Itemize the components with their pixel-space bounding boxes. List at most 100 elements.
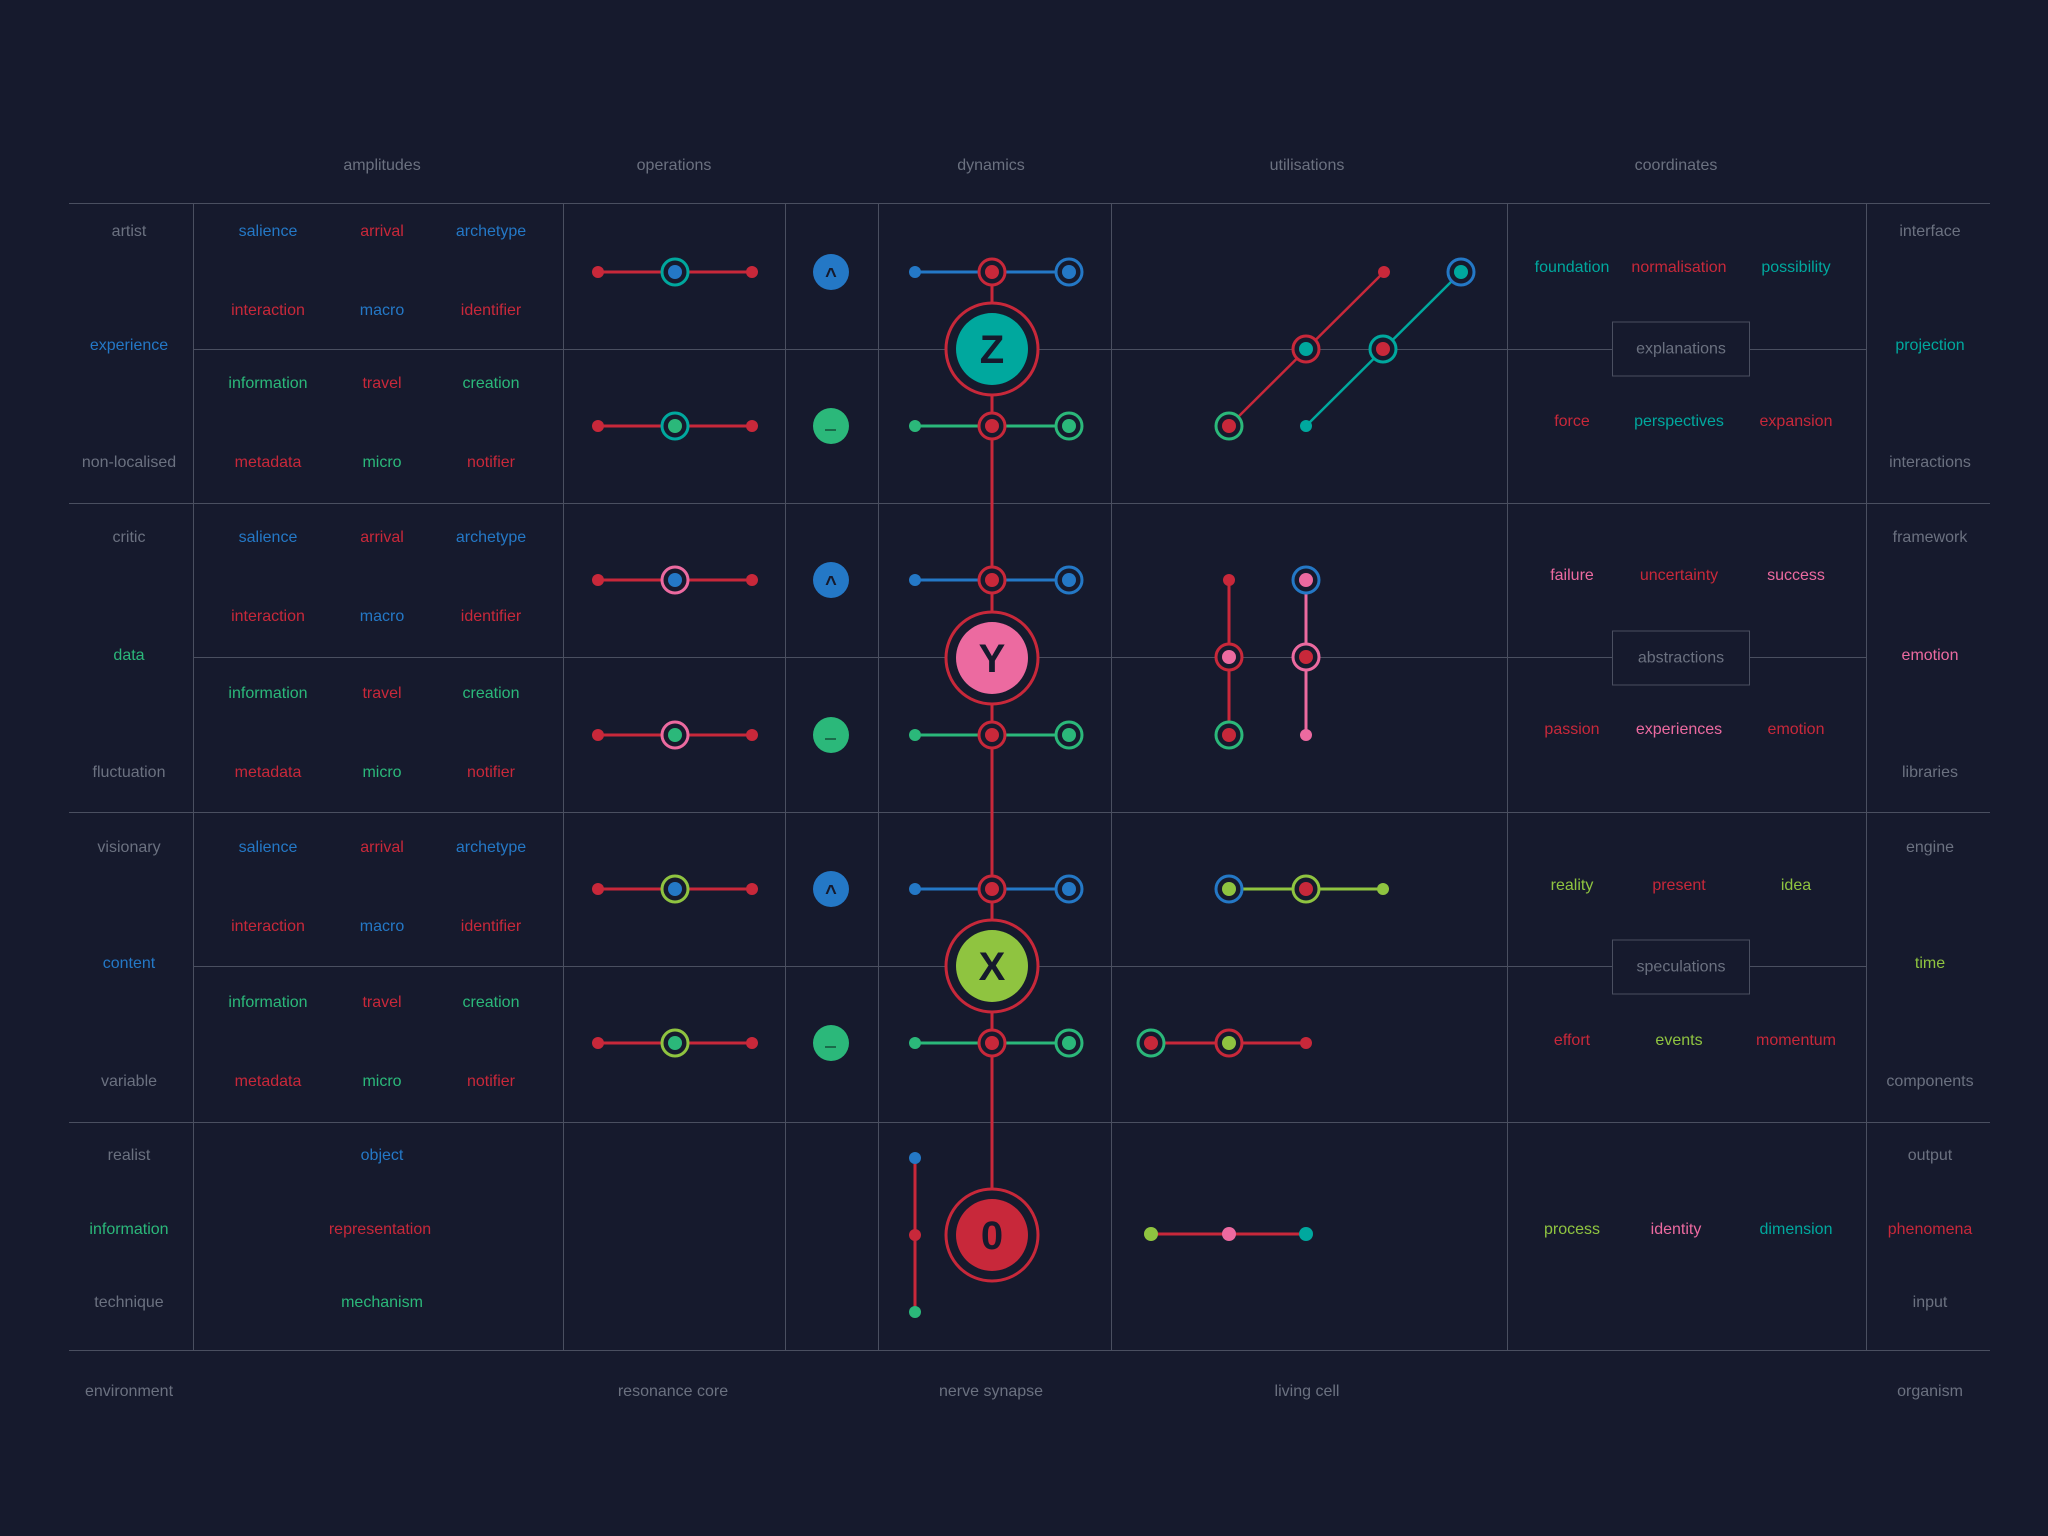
svg-text:^: ^ xyxy=(825,573,837,595)
amplitude-term: metadata xyxy=(234,454,302,471)
coordinate-term: normalisation xyxy=(1631,259,1727,276)
amplitude-term: representation xyxy=(328,1221,432,1238)
amplitude-term: notifier xyxy=(466,764,516,781)
amplitude-term: micro xyxy=(362,1073,402,1090)
amplitude-term: creation xyxy=(462,685,520,702)
amplitude-term: arrival xyxy=(360,529,404,546)
left-label-bottom: non-localised xyxy=(81,454,177,471)
amplitude-term: information xyxy=(228,685,308,702)
amplitude-term: micro xyxy=(362,454,402,471)
right-label-bottom: interactions xyxy=(1889,454,1971,471)
grid-col-line-6 xyxy=(1507,203,1508,1350)
coordinate-term: possibility xyxy=(1761,259,1831,276)
amplitude-term: salience xyxy=(238,839,298,856)
coordinate-term: identity xyxy=(1650,1221,1702,1238)
right-label-bottom: input xyxy=(1912,1294,1948,1311)
amplitude-term: travel xyxy=(362,685,402,702)
grid-line-row1 xyxy=(69,503,1990,504)
left-label-bottom: technique xyxy=(94,1294,164,1311)
grid-col-line-4 xyxy=(878,203,879,1350)
amplitude-term: archetype xyxy=(455,223,527,240)
grid-line-row2 xyxy=(69,812,1990,813)
coordinate-term: experiences xyxy=(1635,721,1723,738)
coordinate-term: emotion xyxy=(1767,721,1825,738)
amplitude-term: macro xyxy=(359,918,405,935)
grid-col-line-1 xyxy=(193,203,194,1350)
box-label: explanations xyxy=(1636,340,1726,357)
coordinate-term: force xyxy=(1554,413,1590,430)
footer-nerve-synapse: nerve synapse xyxy=(938,1383,1044,1400)
left-label-mid: content xyxy=(102,955,156,972)
header-operations: operations xyxy=(636,157,712,174)
right-label-bottom: components xyxy=(1886,1073,1974,1090)
coordinate-term: success xyxy=(1767,567,1825,584)
right-label-top: interface xyxy=(1899,223,1961,240)
node-0-label: 0 xyxy=(981,1214,1003,1258)
amplitude-term: object xyxy=(360,1147,404,1164)
left-label-top: critic xyxy=(112,529,146,546)
amplitude-term: macro xyxy=(359,608,405,625)
coordinate-term: foundation xyxy=(1534,259,1610,276)
left-label-top: visionary xyxy=(97,839,161,856)
header-coordinates: coordinates xyxy=(1634,157,1718,174)
amplitude-term: notifier xyxy=(466,1073,516,1090)
left-label-mid: data xyxy=(113,647,145,664)
left-label-mid: information xyxy=(89,1221,169,1238)
right-label-mid: time xyxy=(1914,955,1946,972)
coordinate-term: reality xyxy=(1550,877,1594,894)
amplitude-term: salience xyxy=(238,223,298,240)
coordinate-term: dimension xyxy=(1759,1221,1833,1238)
left-label-bottom: variable xyxy=(100,1073,158,1090)
amplitude-term: metadata xyxy=(234,764,302,781)
amplitude-term: arrival xyxy=(360,839,404,856)
amplitude-term: interaction xyxy=(231,918,305,935)
amplitude-term: creation xyxy=(462,375,520,392)
amplitude-term: information xyxy=(228,375,308,392)
left-label-bottom: fluctuation xyxy=(92,764,166,781)
amplitude-term: travel xyxy=(362,994,402,1011)
node-z-label: Z xyxy=(980,328,1004,372)
amplitude-term: information xyxy=(228,994,308,1011)
right-label-mid: phenomena xyxy=(1887,1221,1973,1238)
right-label-top: engine xyxy=(1905,839,1955,856)
footer-environment: environment xyxy=(84,1383,174,1400)
coordinate-term: uncertainty xyxy=(1639,567,1719,584)
coordinate-term: passion xyxy=(1544,721,1600,738)
footer-organism: organism xyxy=(1897,1383,1963,1400)
node-x-label: X xyxy=(979,945,1006,989)
amplitude-term: notifier xyxy=(466,454,516,471)
coordinate-term: events xyxy=(1655,1032,1703,1049)
header-amplitudes: amplitudes xyxy=(343,157,421,174)
footer-resonance-core: resonance core xyxy=(617,1383,729,1400)
amplitude-term: mechanism xyxy=(341,1294,423,1311)
dynamics-branches xyxy=(909,257,1084,1318)
header-dynamics: dynamics xyxy=(957,157,1025,174)
box-label: abstractions xyxy=(1637,649,1725,666)
amplitude-term: interaction xyxy=(231,608,305,625)
grid-col-line-2 xyxy=(563,203,564,1350)
amplitude-term: macro xyxy=(359,302,405,319)
amplitude-term: creation xyxy=(462,994,520,1011)
amplitude-term: salience xyxy=(238,529,298,546)
coordinate-term: idea xyxy=(1780,877,1812,894)
left-label-top: realist xyxy=(107,1147,151,1164)
coordinate-term: momentum xyxy=(1755,1032,1837,1049)
amplitude-term: micro xyxy=(362,764,402,781)
grid-line-bottom xyxy=(69,1350,1990,1351)
grid-col-line-3 xyxy=(785,203,786,1350)
amplitude-term: metadata xyxy=(234,1073,302,1090)
amplitude-term: interaction xyxy=(231,302,305,319)
right-label-mid: emotion xyxy=(1901,647,1959,664)
grid-col-line-7 xyxy=(1866,203,1867,1350)
box-label: speculations xyxy=(1636,958,1726,975)
grid-col-line-5 xyxy=(1111,203,1112,1350)
left-label-mid: experience xyxy=(89,337,169,354)
header-utilisations: utilisations xyxy=(1269,157,1345,174)
amplitude-term: archetype xyxy=(455,839,527,856)
dynamics-nodes: Z Y X 0 xyxy=(944,301,1040,1283)
coordinate-term: present xyxy=(1652,877,1706,894)
footer-living-cell: living cell xyxy=(1274,1383,1340,1400)
amplitude-term: identifier xyxy=(460,302,522,319)
amplitude-term: archetype xyxy=(455,529,527,546)
